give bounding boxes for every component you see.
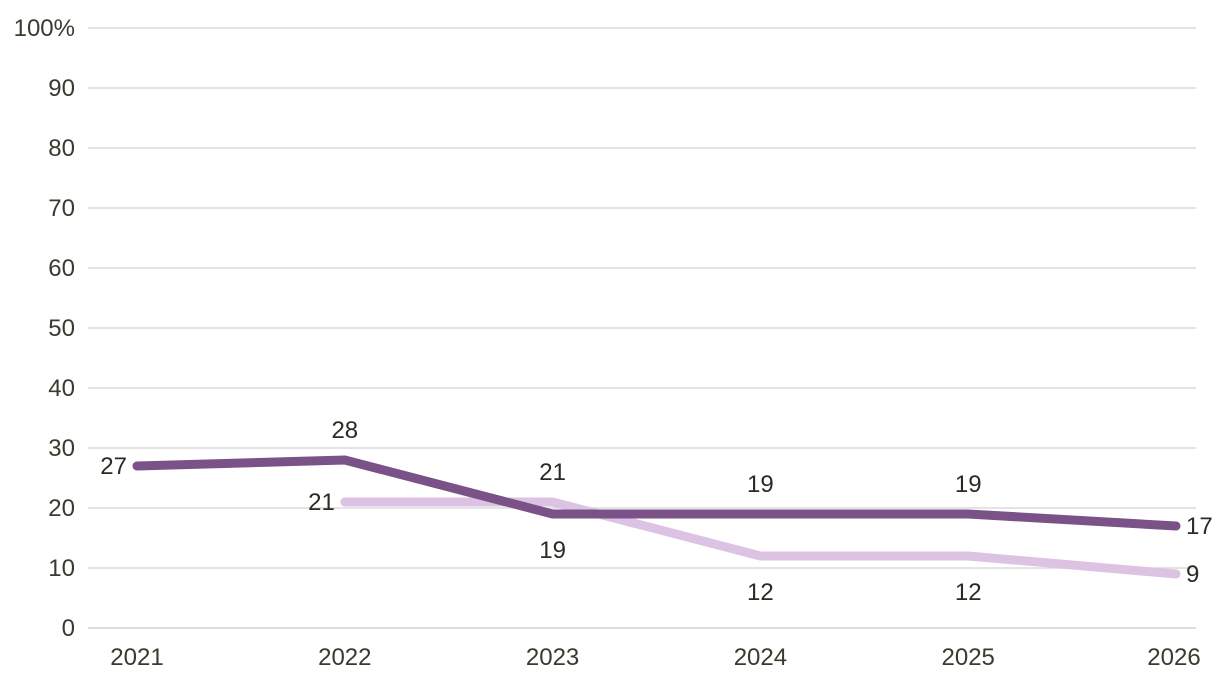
y-tick-label: 80 [48,135,75,162]
y-tick-label: 60 [48,255,75,282]
data-label-series-1: 28 [331,417,358,444]
x-tick-label: 2023 [526,644,579,671]
y-tick-label: 20 [48,495,75,522]
y-tick-label: 50 [48,315,75,342]
y-tick-label: 10 [48,555,75,582]
data-label-series-1: 27 [100,453,127,480]
data-label-series-1: 17 [1186,513,1213,540]
data-label-series-1: 19 [747,471,774,498]
gridlines [88,27,1196,629]
y-axis-ticks: 0 10 20 30 40 50 60 70 80 90 100% [14,15,75,642]
y-tick-label: 100% [14,15,75,42]
x-tick-label: 2021 [110,644,163,671]
data-label-series-2: 12 [747,579,774,606]
x-axis-ticks: 2021 2022 2023 2024 2025 2026 [110,644,1200,671]
data-label-series-1: 19 [955,471,982,498]
y-tick-label: 90 [48,75,75,102]
series-lines [132,455,1181,579]
x-tick-label: 2024 [734,644,787,671]
data-label-series-2: 9 [1186,561,1199,588]
y-tick-label: 0 [62,615,75,642]
series-line-2 [340,497,1181,579]
x-tick-label: 2025 [942,644,995,671]
y-tick-label: 70 [48,195,75,222]
x-tick-label: 2026 [1147,644,1200,671]
data-label-series-2: 21 [308,489,335,516]
data-label-series-1: 19 [539,537,566,564]
data-label-series-2: 12 [955,579,982,606]
x-tick-label: 2022 [318,644,371,671]
y-tick-label: 30 [48,435,75,462]
series-line-1 [132,455,1181,531]
data-label-series-2: 21 [539,459,566,486]
data-labels: 27 28 19 19 19 17 21 21 12 12 9 [100,417,1212,606]
y-tick-label: 40 [48,375,75,402]
